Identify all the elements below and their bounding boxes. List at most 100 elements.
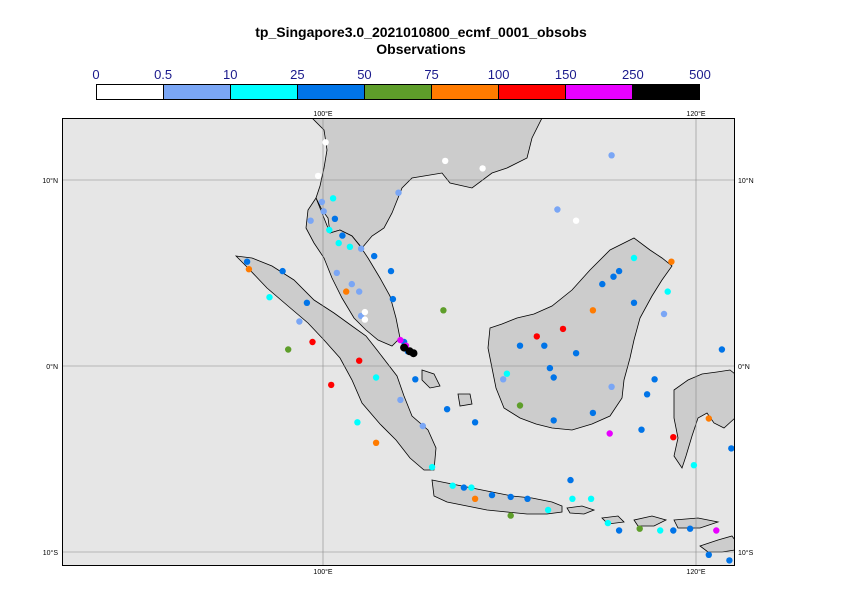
obs-point-48 (354, 419, 361, 426)
lon-label-bottom-120e: 120°E (686, 568, 705, 576)
obs-point-50 (471, 419, 479, 426)
obs-point-19 (387, 267, 395, 275)
obs-point-83 (599, 280, 606, 288)
obs-point-39 (409, 349, 418, 358)
obs-point-29 (389, 295, 397, 303)
lat-label-left-10s: 10°S (43, 549, 59, 557)
obs-point-22 (279, 267, 286, 275)
obs-point-66 (604, 519, 612, 527)
legend-swatch-7 (565, 85, 632, 99)
obs-point-47 (397, 396, 404, 404)
legend-label-4: 50 (357, 67, 372, 82)
map-panel (62, 118, 735, 566)
lon-label-top-120e: 120°E (686, 110, 705, 118)
legend-swatch-4 (364, 85, 431, 99)
lon-label-bottom-100e: 100°E (313, 568, 332, 576)
legend-label-7: 150 (554, 67, 577, 82)
obs-point-0 (322, 139, 329, 146)
obs-point-43 (356, 357, 363, 364)
obs-point-58 (488, 491, 496, 499)
legend-swatch-5 (431, 85, 498, 99)
obs-point-104 (606, 430, 613, 437)
obs-point-49 (443, 406, 451, 413)
obs-point-55 (460, 484, 468, 491)
obs-point-105 (638, 426, 645, 433)
obs-point-96 (546, 364, 554, 372)
legend-swatch-2 (230, 85, 297, 99)
obs-point-7 (314, 172, 322, 180)
map-subtitle: Observations (376, 41, 466, 57)
obs-point-31 (440, 307, 447, 314)
obs-point-84 (610, 273, 617, 280)
obs-point-8 (329, 195, 337, 202)
obs-point-78 (718, 346, 726, 353)
land-malay-peninsula (305, 197, 401, 347)
obs-point-85 (615, 267, 623, 275)
obs-point-94 (503, 370, 511, 377)
obs-point-106 (361, 308, 369, 316)
obs-point-2 (479, 165, 486, 172)
obs-point-13 (326, 226, 333, 234)
obs-point-20 (243, 258, 251, 265)
legend-swatch-3 (297, 85, 364, 99)
obs-point-41 (309, 338, 316, 346)
obs-point-77 (705, 415, 712, 422)
obs-point-57 (471, 495, 479, 502)
obs-point-103 (589, 409, 597, 417)
obs-point-90 (660, 310, 668, 318)
legend-label-3: 25 (290, 67, 305, 82)
obs-point-27 (266, 294, 273, 301)
land-belitung (457, 393, 473, 407)
obs-point-99 (651, 376, 658, 383)
obs-point-62 (544, 506, 552, 514)
graticule (62, 118, 735, 566)
obs-point-88 (664, 288, 671, 295)
obs-point-76 (670, 434, 677, 441)
lat-label-right-0n: 0°N (738, 363, 750, 371)
obs-point-17 (357, 245, 365, 252)
obs-point-45 (412, 376, 419, 383)
obs-point-35 (397, 336, 404, 344)
obs-point-24 (348, 280, 355, 288)
obs-point-74 (726, 557, 733, 564)
lat-label-right-10n: 10°N (738, 177, 754, 185)
obs-point-16 (346, 243, 354, 250)
obs-point-65 (567, 476, 574, 484)
obs-point-63 (569, 495, 576, 502)
legend-label-6: 100 (487, 67, 510, 82)
obs-point-67 (615, 527, 623, 534)
obs-point-25 (343, 288, 350, 295)
legend-label-0: 0 (92, 67, 100, 82)
obs-point-44 (372, 374, 380, 381)
obs-point-98 (608, 383, 615, 390)
map-title: tp_Singapore3.0_2021010800_ecmf_0001_obs… (255, 24, 587, 40)
lat-label-left-0n: 0°N (46, 363, 58, 371)
obs-point-5 (395, 189, 402, 196)
obs-point-15 (335, 239, 342, 247)
land-lesser-sunda (566, 505, 596, 515)
land-bangka (421, 369, 441, 389)
obs-point-102 (550, 417, 557, 424)
legend-swatch-1 (163, 85, 230, 99)
land-sumbawa (633, 515, 668, 527)
obs-point-72 (713, 527, 720, 534)
map-frame (62, 118, 735, 566)
land-borneo (487, 237, 673, 431)
obs-point-32 (361, 316, 369, 323)
obs-point-40 (296, 318, 303, 325)
lat-label-right-10s: 10°S (738, 549, 754, 557)
obs-point-54 (449, 482, 456, 489)
obs-point-70 (670, 527, 677, 534)
obs-point-100 (643, 391, 651, 398)
legend-label-5: 75 (424, 67, 439, 82)
obs-point-87 (668, 258, 675, 265)
obs-point-86 (630, 254, 638, 262)
obs-point-75 (690, 462, 698, 469)
obs-point-82 (589, 307, 597, 314)
obs-point-21 (245, 266, 253, 273)
obs-point-71 (686, 525, 694, 532)
legend-swatch-8 (632, 85, 699, 99)
legend-label-2: 10 (222, 67, 238, 82)
obs-point-79 (728, 445, 735, 452)
landmasses (234, 118, 735, 553)
